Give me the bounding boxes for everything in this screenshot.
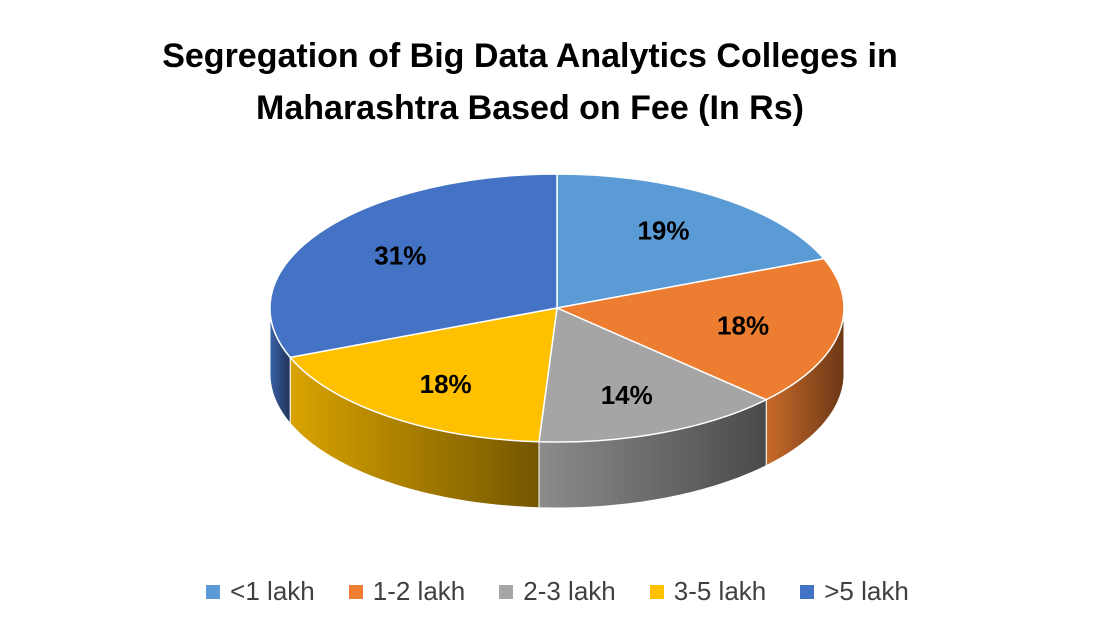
data-label: 18% [717, 311, 769, 341]
legend-item: 1-2 lakh [348, 576, 466, 607]
legend-swatch [206, 584, 221, 599]
chart-title: Segregation of Big Data Analytics Colleg… [0, 30, 1060, 134]
legend-item: 3-5 lakh [649, 576, 767, 607]
legend-item: 2-3 lakh [499, 576, 616, 607]
legend-swatch [800, 584, 815, 599]
legend-label: >5 lakh [824, 576, 909, 606]
legend-label: 1-2 lakh [372, 576, 466, 606]
data-label: 18% [420, 369, 472, 399]
chart-title-line-2: Maharashtra Based on Fee (In Rs) [256, 89, 804, 127]
data-label: 19% [637, 215, 689, 245]
pie-slice [538, 306, 768, 443]
legend-label: 3-5 lakh [673, 576, 767, 606]
legend-item: >5 lakh [800, 576, 909, 607]
pie-slice [288, 307, 558, 443]
legend-item: <1 lakh [206, 576, 315, 607]
pie-slice [556, 173, 826, 309]
data-label: 14% [601, 380, 653, 410]
legend-label: <1 lakh [230, 576, 315, 606]
pie-slice [269, 173, 558, 359]
legend-label: 2-3 lakh [523, 576, 616, 606]
data-label: 31% [374, 240, 426, 270]
legend-swatch [348, 584, 363, 599]
chart-title-line-1: Segregation of Big Data Analytics Colleg… [162, 37, 898, 75]
pie-slice [554, 257, 845, 401]
legend-swatch [649, 584, 664, 599]
legend: <1 lakh 1-2 lakh 2-3 lakh 3-5 lakh >5 lakh [0, 576, 1115, 607]
legend-swatch [499, 584, 514, 599]
